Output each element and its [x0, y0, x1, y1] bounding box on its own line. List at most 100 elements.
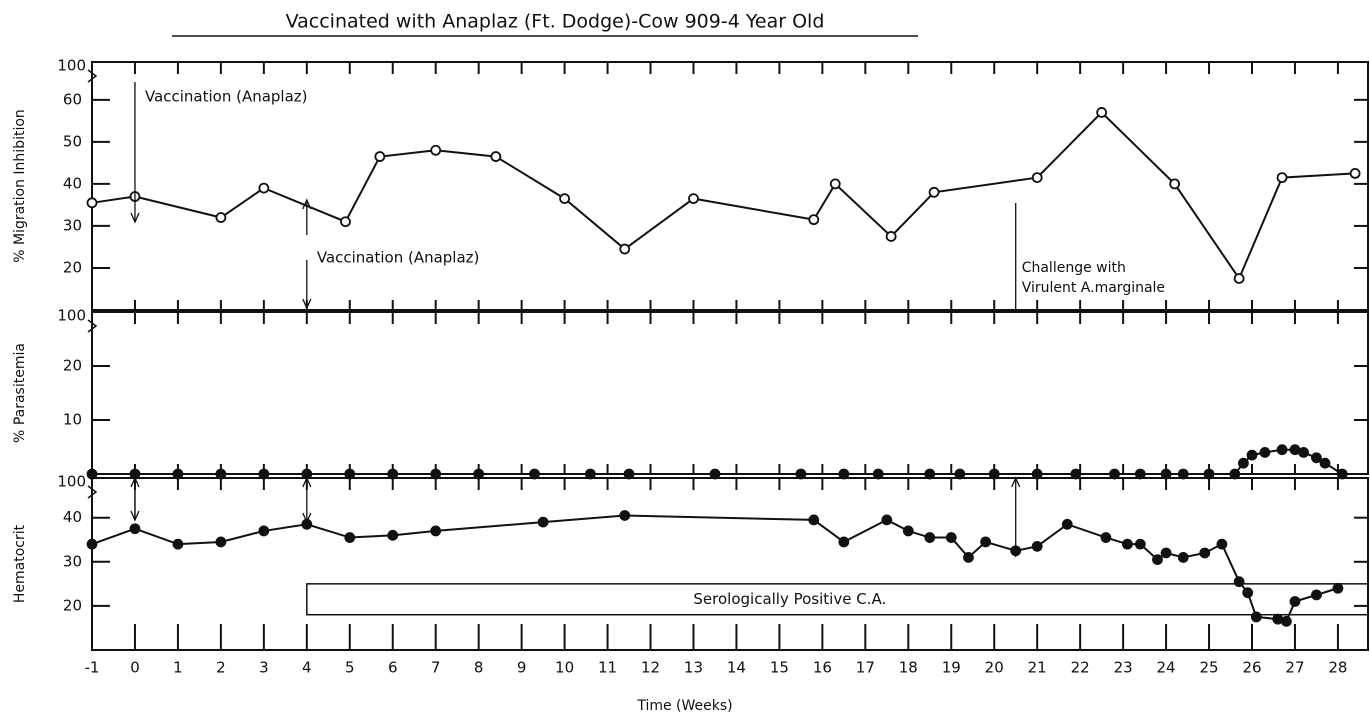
- data-point: [1349, 167, 1361, 179]
- axis-break: [87, 319, 98, 333]
- x-tick-label: 8: [474, 659, 484, 677]
- y-tick-label: 50: [63, 132, 82, 150]
- data-point: [258, 182, 270, 194]
- arrow-head: [302, 298, 312, 310]
- data-point: [559, 193, 570, 205]
- y-tick-label: 40: [63, 508, 82, 526]
- data-point: [1311, 589, 1322, 601]
- x-tick-label: 13: [684, 659, 703, 677]
- arrow-head: [1011, 476, 1021, 488]
- data-point: [490, 151, 502, 162]
- axis-break-label: 100: [57, 473, 86, 491]
- serology-band: [306, 583, 1369, 616]
- data-point: [902, 525, 914, 537]
- data-point: [1031, 540, 1043, 552]
- y-tick-label: 10: [63, 411, 82, 429]
- data-point: [1319, 457, 1331, 469]
- x-tick-label: 5: [345, 659, 355, 677]
- data-point: [215, 212, 227, 223]
- plot-frame: [91, 61, 1369, 311]
- y-tick-label: 20: [63, 357, 82, 375]
- data-point: [1169, 178, 1181, 190]
- data-point: [172, 538, 184, 550]
- data-point: [881, 514, 893, 526]
- data-point: [1233, 576, 1245, 588]
- data-point: [808, 214, 820, 226]
- data-point: [86, 538, 98, 550]
- data-point: [1238, 457, 1249, 469]
- x-tick-label: 15: [770, 659, 789, 677]
- data-point: [430, 525, 442, 537]
- plot-frame: [91, 311, 1369, 475]
- x-tick-label: 17: [856, 659, 875, 677]
- data-point: [1031, 172, 1043, 183]
- arrow-head: [1011, 546, 1021, 558]
- annotation: Vaccination (Anaplaz): [145, 88, 308, 106]
- x-tick-label: 9: [517, 659, 527, 677]
- y-tick-label: 30: [63, 216, 82, 234]
- x-tick-label: 2: [216, 659, 226, 677]
- data-point: [619, 243, 631, 255]
- y-axis-label: Hematocrit: [12, 524, 28, 603]
- axis-break-label: 100: [57, 57, 86, 75]
- data-point: [924, 532, 936, 543]
- data-point: [258, 525, 270, 537]
- x-tick-label: 11: [598, 659, 617, 677]
- data-point: [215, 536, 227, 548]
- data-point: [1160, 547, 1172, 559]
- axis-break: [87, 485, 98, 499]
- data-point: [980, 536, 992, 548]
- data-point: [688, 193, 699, 205]
- arrow-head: [130, 212, 140, 224]
- data-point: [340, 216, 351, 228]
- y-tick-label: 40: [63, 174, 82, 192]
- data-point: [1242, 587, 1254, 599]
- x-tick-label: 10: [555, 659, 574, 677]
- data-point: [1246, 449, 1258, 461]
- arrow-head: [302, 476, 312, 488]
- x-tick-label: 3: [259, 659, 269, 677]
- data-point: [945, 532, 957, 543]
- axis-break-label: 100: [57, 307, 86, 325]
- x-tick-label: 22: [1071, 659, 1090, 677]
- data-point: [1096, 107, 1108, 118]
- arrow-head: [130, 476, 140, 488]
- x-tick-label: 23: [1114, 659, 1133, 677]
- x-tick-label: 28: [1328, 659, 1347, 677]
- data-point: [1061, 518, 1073, 530]
- data-point: [374, 151, 386, 162]
- annotation: Vaccination (Anaplaz): [317, 249, 480, 267]
- data-point: [129, 523, 141, 535]
- x-tick-label: 27: [1285, 659, 1304, 677]
- axis-break: [87, 69, 98, 83]
- data-point: [963, 551, 974, 563]
- data-point: [1289, 444, 1301, 456]
- data-point: [537, 516, 549, 528]
- y-tick-label: 20: [63, 258, 82, 276]
- x-tick-label: 1: [173, 659, 183, 677]
- data-point: [829, 178, 841, 190]
- data-point: [1250, 611, 1262, 623]
- data-point: [86, 197, 98, 209]
- x-tick-label: 20: [985, 659, 1004, 677]
- annotation: Virulent A.marginale: [1022, 280, 1165, 296]
- arrow-head: [302, 198, 312, 210]
- data-point: [1177, 551, 1189, 563]
- data-point: [1332, 582, 1344, 594]
- x-tick-label: 14: [727, 659, 746, 677]
- x-tick-label: 0: [130, 659, 140, 677]
- data-point: [838, 536, 850, 548]
- x-tick-label: -1: [85, 659, 100, 677]
- x-tick-label: 21: [1028, 659, 1047, 677]
- data-point: [1233, 273, 1245, 284]
- data-line: [91, 111, 1356, 281]
- data-point: [430, 144, 442, 156]
- data-point: [808, 514, 820, 526]
- x-tick-label: 16: [813, 659, 832, 677]
- data-point: [1122, 538, 1133, 550]
- data-point: [1100, 532, 1112, 543]
- x-tick-label: 12: [641, 659, 660, 677]
- x-tick-label: 24: [1157, 659, 1176, 677]
- data-point: [387, 529, 399, 541]
